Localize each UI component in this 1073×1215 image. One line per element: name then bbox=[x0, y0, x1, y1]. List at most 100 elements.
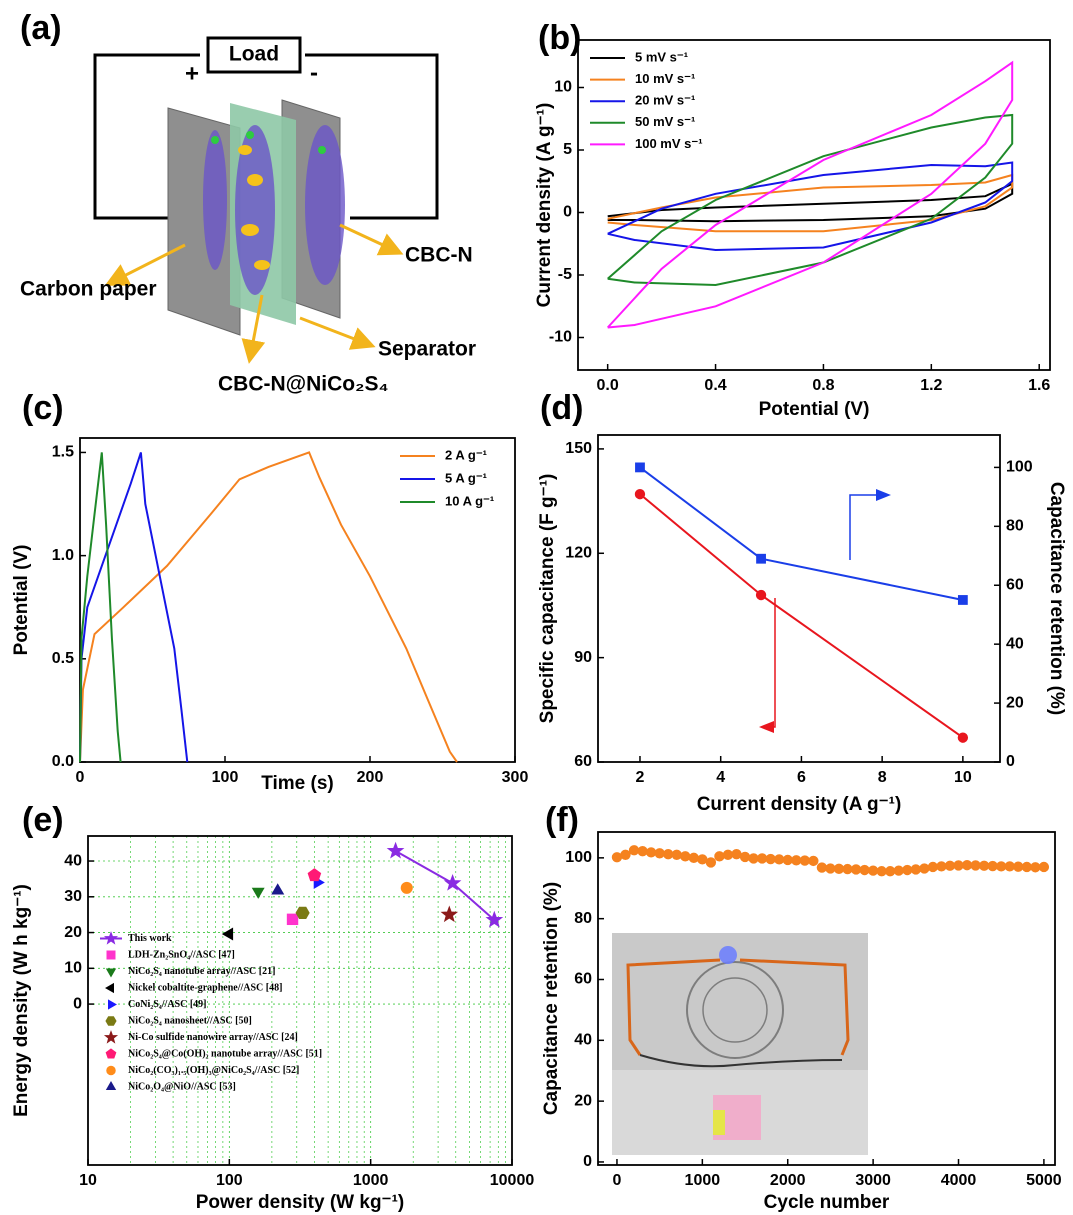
y-tick-label: -10 bbox=[549, 329, 572, 346]
legend-label: 10 A g⁻¹ bbox=[445, 493, 494, 508]
y-tick-label: 5 bbox=[563, 141, 572, 158]
legend-marker bbox=[106, 950, 116, 960]
x-tick-label: 3000 bbox=[855, 1172, 891, 1189]
legend-marker bbox=[104, 982, 114, 994]
data-point bbox=[799, 855, 810, 866]
y2-axis-title: Capacitance retention (%) bbox=[1046, 482, 1067, 715]
data-point bbox=[765, 853, 776, 865]
pointer-arrow bbox=[339, 223, 404, 256]
data-point bbox=[386, 841, 405, 859]
active-material bbox=[203, 125, 345, 295]
axis-arrow bbox=[849, 489, 891, 560]
x-tick-label: 10000 bbox=[490, 1172, 535, 1189]
pointer-arrow bbox=[241, 294, 266, 364]
x-tick-label: 4000 bbox=[941, 1172, 977, 1189]
x-axis-title: Current density (A g⁻¹) bbox=[697, 794, 902, 815]
legend-label: 50 mV s⁻¹ bbox=[635, 114, 695, 129]
data-point bbox=[919, 863, 930, 874]
component-label: Carbon paper bbox=[20, 278, 157, 301]
wire bbox=[93, 53, 200, 220]
data-point bbox=[654, 848, 665, 859]
wire bbox=[739, 958, 850, 1056]
data-point bbox=[1030, 862, 1041, 873]
data-point bbox=[739, 851, 751, 863]
x-tick-label: 10 bbox=[79, 1172, 97, 1189]
legend-label: NiCo₂S₄ nanosheet//ASC [50] bbox=[128, 1015, 252, 1026]
y2-tick-label: 100 bbox=[1006, 459, 1033, 476]
data-point bbox=[251, 887, 265, 899]
x-tick-label: 1.6 bbox=[1028, 377, 1050, 394]
logo bbox=[702, 977, 768, 1043]
y-tick-label: 150 bbox=[565, 440, 592, 457]
wire bbox=[639, 1054, 843, 1068]
x-tick-label: 2 bbox=[636, 769, 645, 786]
y2-tick-label: 0 bbox=[1006, 753, 1015, 770]
y-tick-label: 10 bbox=[554, 79, 572, 96]
data-point bbox=[978, 860, 990, 871]
y-tick-label: 0.5 bbox=[52, 650, 74, 667]
x-tick-label: 0.0 bbox=[597, 377, 619, 394]
legend-label: This work bbox=[128, 933, 172, 944]
x-tick-label: 1000 bbox=[685, 1172, 721, 1189]
wire bbox=[305, 53, 439, 220]
data-point bbox=[628, 845, 640, 856]
y-axis-title: Specific capacitance (F g⁻¹) bbox=[537, 474, 558, 724]
data-point bbox=[748, 853, 759, 864]
series-line bbox=[639, 493, 964, 739]
data-point bbox=[876, 866, 887, 877]
y-axis-title: Potential (V) bbox=[11, 545, 32, 656]
legend-label: Ni-Co sulfide nanowire array//ASC [24] bbox=[128, 1032, 298, 1043]
series-line bbox=[607, 113, 1014, 287]
x-tick-label: 200 bbox=[357, 769, 384, 786]
legend-label: LDH-Zn₂SnO₄//ASC [47] bbox=[128, 949, 235, 960]
x-tick-label: 10 bbox=[954, 769, 972, 786]
y2-tick-label: 40 bbox=[1006, 635, 1024, 652]
y-tick-label: 1.5 bbox=[52, 444, 74, 461]
clip bbox=[713, 1110, 725, 1135]
x-tick-label: 100 bbox=[212, 769, 239, 786]
data-point bbox=[645, 847, 657, 858]
data-point bbox=[680, 851, 691, 862]
y2-tick-label: 20 bbox=[1006, 694, 1024, 711]
y-tick-label: 40 bbox=[64, 852, 82, 869]
y-tick-label: 10 bbox=[64, 960, 82, 977]
x-tick-label: 8 bbox=[878, 769, 887, 786]
legend-label: 100 mV s⁻¹ bbox=[635, 136, 703, 151]
legend-label: 5 mV s⁻¹ bbox=[635, 49, 688, 64]
data-point bbox=[957, 595, 968, 605]
y-tick-label: 40 bbox=[574, 1032, 592, 1049]
x-tick-label: 0.8 bbox=[812, 377, 834, 394]
legend-label: 10 mV s⁻¹ bbox=[635, 71, 695, 86]
y-tick-label: 0 bbox=[73, 995, 82, 1012]
x-tick-label: 0 bbox=[613, 1172, 622, 1189]
data-point bbox=[440, 905, 459, 923]
x-tick-label: 1000 bbox=[353, 1172, 389, 1189]
data-point bbox=[286, 913, 299, 926]
x-tick-label: 0.4 bbox=[704, 377, 726, 394]
data-point bbox=[867, 865, 879, 876]
panel-label: (c) bbox=[22, 389, 64, 427]
data-point bbox=[1013, 861, 1024, 872]
data-point bbox=[443, 873, 462, 891]
plot-frame bbox=[87, 835, 513, 1166]
data-point bbox=[957, 732, 969, 743]
series-line bbox=[607, 161, 1014, 252]
plot-frame bbox=[79, 437, 516, 763]
data-point bbox=[755, 589, 767, 601]
data-point bbox=[1004, 861, 1015, 872]
data-point bbox=[782, 854, 793, 866]
load-label: Load bbox=[229, 43, 279, 66]
data-point bbox=[485, 910, 504, 928]
y-tick-label: 90 bbox=[574, 649, 592, 666]
legend-marker bbox=[103, 1030, 119, 1044]
panel-label: (a) bbox=[20, 9, 62, 47]
panel-label: (b) bbox=[538, 19, 581, 57]
data-point bbox=[953, 860, 964, 871]
panel-label: (e) bbox=[22, 801, 64, 839]
x-axis-title: Time (s) bbox=[261, 773, 334, 794]
data-point bbox=[756, 553, 766, 564]
data-point bbox=[400, 881, 413, 894]
legend-label: NiCo₂S₄@Co(OH)₂ nanotube array//ASC [51] bbox=[128, 1048, 322, 1059]
legend-marker bbox=[105, 968, 117, 978]
